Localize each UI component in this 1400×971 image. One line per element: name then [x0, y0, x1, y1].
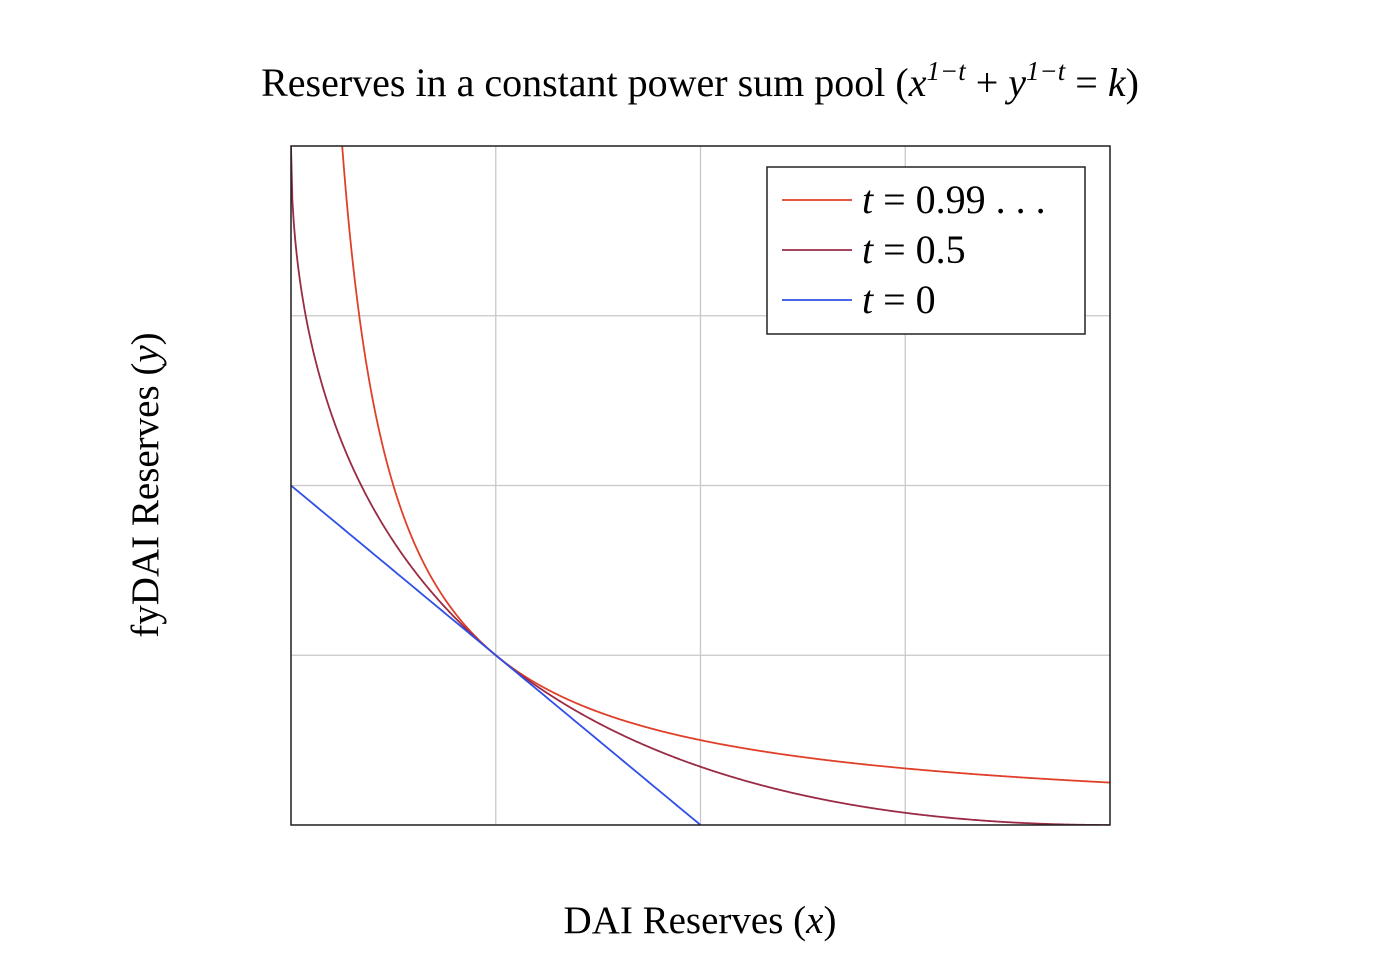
series-line-2 [291, 484, 702, 825]
legend-label-2: t = 0 [862, 277, 936, 322]
y-axis-label-text: fyDAI Reserves ( [124, 363, 167, 638]
y-axis-label: fyDAI Reserves (y) [124, 332, 167, 637]
legend: t = 0.99 . . . t = 0.5 t = 0 [766, 166, 1086, 335]
series-line-0 [341, 146, 1110, 784]
title-y-var: y [1004, 60, 1026, 105]
series-line-1 [291, 146, 1110, 825]
title-x-exponent: 1−t [926, 56, 967, 86]
chart-title: Reserves in a constant power sum pool (x… [261, 56, 1139, 105]
title-equals: = [1065, 60, 1108, 105]
x-axis-label: DAI Reserves (x) [564, 899, 837, 942]
y-axis-label-close: ) [124, 332, 167, 345]
title-suffix: ) [1126, 60, 1139, 105]
title-plus: + [966, 60, 1009, 105]
title-y-exponent: 1−t [1026, 56, 1067, 86]
title-k-var: k [1108, 60, 1127, 105]
y-axis-label-var: y [124, 345, 167, 367]
legend-label-1: t = 0.5 [862, 227, 966, 272]
x-axis-label-text: DAI Reserves ( [564, 899, 807, 942]
x-axis-label-var: x [805, 899, 824, 942]
plot-frame [290, 145, 1111, 826]
legend-label-0: t = 0.99 . . . [862, 177, 1046, 222]
series-layer [291, 146, 1110, 825]
title-prefix: Reserves in a constant power sum pool ( [261, 60, 909, 105]
title-x-var: x [908, 60, 927, 105]
x-axis-label-close: ) [823, 899, 836, 942]
